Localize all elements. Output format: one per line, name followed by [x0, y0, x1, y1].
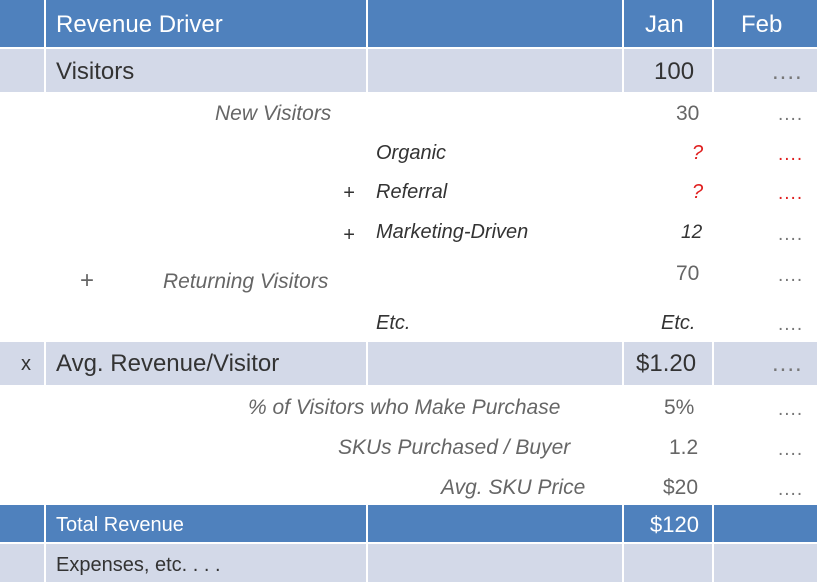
total-revenue-row: Total Revenue $120	[0, 505, 817, 542]
total-revenue-jan: $120	[650, 512, 699, 537]
skus-feb: ....	[778, 439, 804, 460]
new-visitors-feb: ....	[778, 104, 804, 125]
marketing-jan: 12	[681, 222, 703, 243]
marketing-operator: +	[343, 224, 355, 246]
sku-price-feb: ....	[778, 479, 804, 500]
referral-jan: ?	[692, 181, 704, 203]
organic-jan: ?	[692, 142, 704, 164]
sku-price-jan: $20	[663, 476, 699, 499]
avg-revenue-label: Avg. Revenue/Visitor	[56, 350, 280, 377]
pct-purchase-feb: ....	[778, 399, 804, 420]
avg-revenue-jan: $1.20	[636, 350, 697, 377]
new-visitors-jan: 30	[676, 102, 700, 125]
expenses-row: Expenses, etc. . . .	[0, 544, 817, 582]
skus-jan: 1.2	[669, 436, 699, 459]
etc-jan: Etc.	[661, 312, 696, 334]
table-header-row: Revenue Driver Jan Feb	[0, 0, 817, 47]
returning-jan: 70	[676, 262, 700, 285]
pct-purchase-jan: 5%	[664, 396, 695, 419]
etc-feb: ....	[778, 314, 804, 335]
returning-feb: ....	[778, 265, 804, 286]
returning-operator: +	[80, 267, 95, 294]
header-feb: Feb	[741, 11, 783, 38]
header-revenue-driver: Revenue Driver	[56, 11, 223, 38]
visitors-feb: ....	[772, 58, 803, 85]
new-visitors-label: New Visitors	[215, 102, 332, 125]
visitors-label: Visitors	[56, 58, 135, 85]
total-revenue-label: Total Revenue	[56, 514, 184, 536]
avg-revenue-operator: x	[21, 353, 31, 375]
referral-label: Referral	[376, 181, 448, 203]
referral-feb: ....	[778, 183, 804, 204]
header-jan: Jan	[645, 11, 684, 38]
skus-label: SKUs Purchased / Buyer	[338, 436, 571, 459]
avg-revenue-row: x Avg. Revenue/Visitor $1.20 ....	[0, 342, 817, 385]
marketing-label: Marketing-Driven	[376, 221, 529, 243]
avg-revenue-feb: ....	[772, 350, 803, 377]
organic-feb: ....	[778, 144, 804, 165]
etc-label: Etc.	[376, 312, 411, 334]
pct-purchase-label: % of Visitors who Make Purchase	[248, 396, 561, 419]
sku-price-label: Avg. SKU Price	[441, 476, 586, 499]
visitors-jan: 100	[654, 58, 695, 85]
referral-operator: +	[343, 182, 355, 204]
marketing-feb: ....	[778, 224, 804, 245]
returning-label: Returning Visitors	[163, 270, 329, 293]
organic-label: Organic	[376, 142, 447, 164]
expenses-label: Expenses, etc. . . .	[56, 554, 221, 576]
visitors-row: Visitors 100 ....	[0, 49, 817, 92]
